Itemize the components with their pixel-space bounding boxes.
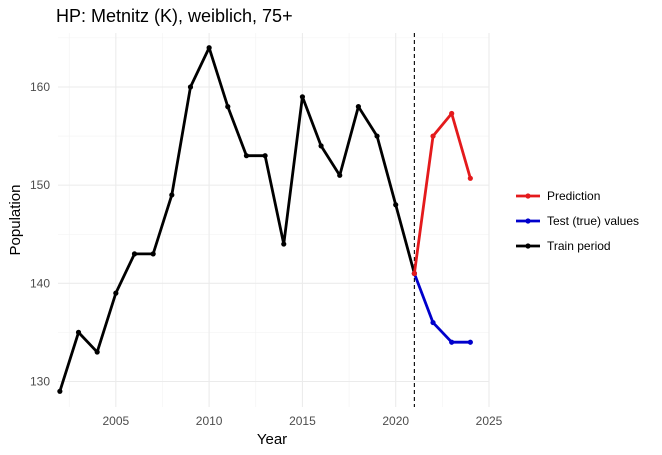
series-prediction <box>411 110 473 277</box>
data-point-train-period <box>113 290 119 296</box>
legend-key-point <box>525 243 531 249</box>
x-tick-label: 2025 <box>476 414 503 428</box>
legend-item: Test (true) values <box>516 214 639 228</box>
x-tick-label: 2005 <box>102 414 129 428</box>
legend-label: Prediction <box>547 189 600 203</box>
data-point-train-period <box>187 84 194 90</box>
data-point-train-period <box>337 172 343 178</box>
data-point-train-period <box>262 153 268 159</box>
chart-title: HP: Metnitz (K), weiblich, 75+ <box>56 6 293 26</box>
data-point-train-period <box>393 202 399 208</box>
y-axis-tick-labels: 130 140 150 160 <box>30 80 50 388</box>
data-point-train-period <box>150 251 156 257</box>
y-axis-title: Population <box>7 185 24 256</box>
x-axis-tick-labels: 2005 2010 2015 2020 2025 <box>102 414 502 428</box>
data-point-train-period <box>225 104 231 110</box>
y-tick-label: 160 <box>30 80 50 94</box>
data-point-prediction <box>430 133 436 139</box>
data-point-train-period <box>243 153 250 159</box>
x-tick-label: 2020 <box>382 414 409 428</box>
data-point-prediction <box>411 270 417 277</box>
major-gridlines <box>58 33 490 407</box>
legend-label: Test (true) values <box>547 214 639 228</box>
minor-gridlines <box>58 33 489 407</box>
legend: Prediction Test (true) values Train period <box>516 189 639 253</box>
y-tick-label: 130 <box>30 374 50 388</box>
data-point-test-true-values <box>467 339 473 345</box>
data-point-train-period <box>169 192 175 198</box>
legend-item: Train period <box>516 239 611 253</box>
data-point-train-period <box>206 45 212 51</box>
data-point-train-period <box>131 251 138 257</box>
legend-label: Train period <box>547 239 611 253</box>
series-line-prediction <box>412 112 472 274</box>
data-point-test-true-values <box>449 339 455 345</box>
legend-key-point <box>525 218 531 224</box>
x-tick-label: 2015 <box>289 414 316 428</box>
data-point-train-period <box>318 143 324 149</box>
data-point-train-period <box>355 104 361 110</box>
y-tick-label: 150 <box>30 178 50 192</box>
x-tick-label: 2010 <box>196 414 223 428</box>
data-point-train-period <box>281 241 287 247</box>
data-point-test-true-values <box>430 319 436 326</box>
data-point-train-period <box>299 94 306 100</box>
legend-key-point <box>525 193 531 199</box>
data-point-train-period <box>57 388 63 394</box>
series-line-train-period <box>58 46 416 392</box>
series-line-test-true-values <box>413 273 471 344</box>
data-point-train-period <box>94 349 100 355</box>
legend-item: Prediction <box>516 189 600 203</box>
data-point-train-period <box>374 133 380 139</box>
y-tick-label: 140 <box>30 276 50 290</box>
series-lines <box>57 45 473 394</box>
data-point-prediction <box>449 110 455 117</box>
series-train-period <box>57 45 417 394</box>
data-point-prediction <box>467 175 473 181</box>
data-point-train-period <box>75 329 82 335</box>
x-axis-title: Year <box>257 431 287 448</box>
